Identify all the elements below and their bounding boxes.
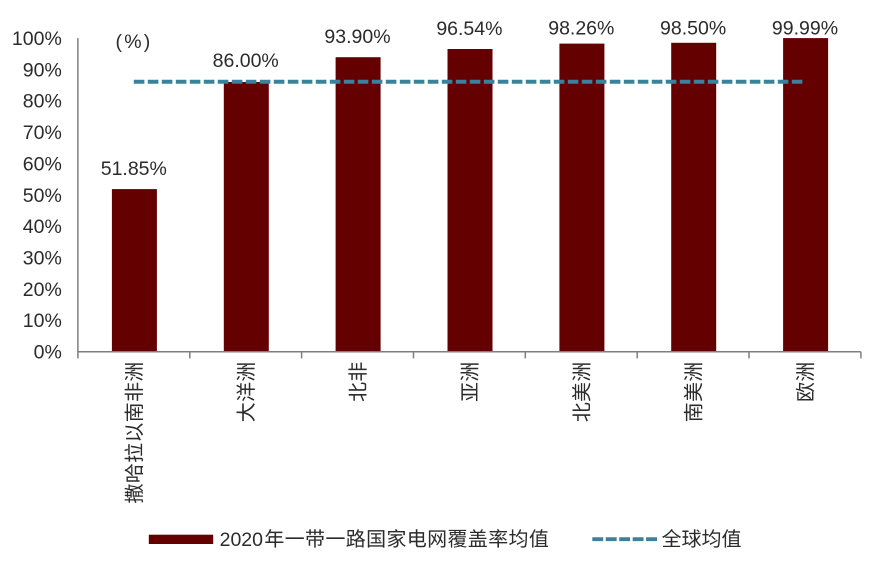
svg-text:96.54%: 96.54% (436, 18, 502, 40)
svg-text:99.99%: 99.99% (772, 17, 838, 39)
svg-text:10%: 10% (23, 310, 62, 332)
svg-text:60%: 60% (23, 153, 62, 175)
svg-text:50%: 50% (23, 185, 62, 207)
svg-text:30%: 30% (23, 248, 62, 270)
svg-text:80%: 80% (23, 91, 62, 113)
svg-text:2020: 2020 (220, 529, 264, 551)
svg-text:40%: 40% (23, 216, 62, 238)
svg-text:0%: 0% (34, 342, 62, 364)
svg-text:51.85%: 51.85% (101, 158, 167, 180)
svg-text:90%: 90% (23, 59, 62, 81)
svg-text:100%: 100% (12, 28, 62, 50)
svg-text:70%: 70% (23, 122, 62, 144)
svg-text:93.90%: 93.90% (324, 26, 390, 48)
svg-text:20%: 20% (23, 279, 62, 301)
svg-text:98.50%: 98.50% (660, 17, 726, 39)
svg-text:(%): (%) (116, 31, 153, 53)
svg-text:86.00%: 86.00% (213, 50, 279, 72)
svg-text:98.26%: 98.26% (548, 18, 614, 40)
